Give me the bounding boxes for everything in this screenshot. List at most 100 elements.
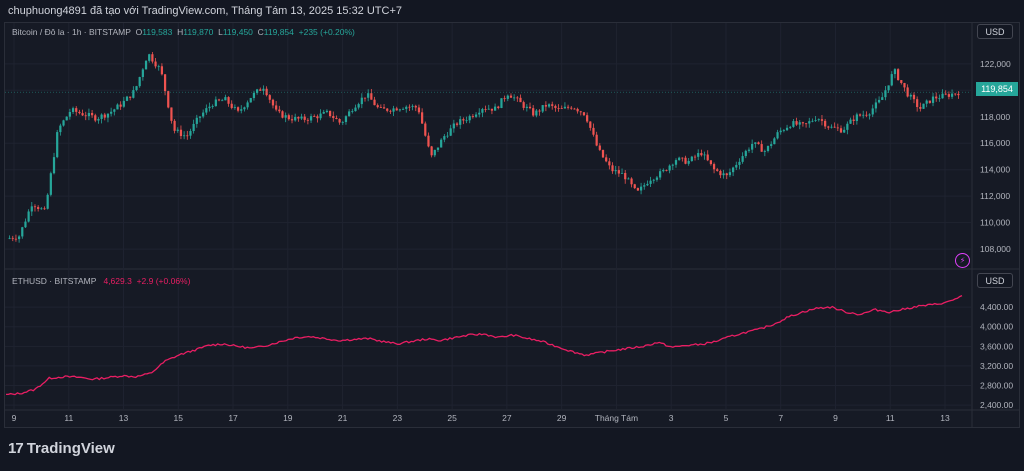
btc-candle-body: [37, 207, 40, 209]
btc-candle-body: [255, 89, 259, 93]
x-tick-label: 11: [886, 413, 895, 423]
lightning-icon[interactable]: ⚡: [955, 253, 970, 268]
btc-candle-body: [236, 107, 240, 111]
x-tick-label: 29: [557, 413, 567, 423]
btc-candle-body: [877, 99, 881, 103]
btc-candle-body: [528, 106, 532, 109]
btc-candle-body: [916, 99, 919, 108]
x-tick-label: 3: [669, 413, 674, 423]
btc-candle-body: [760, 144, 763, 152]
btc-candle-body: [325, 110, 329, 112]
btc-candle-body: [925, 100, 928, 104]
btc-candle-body: [411, 105, 414, 107]
btc-candle-body: [405, 106, 408, 109]
tradingview-logo[interactable]: 17 TradingView: [8, 440, 115, 457]
btc-candle-body: [90, 112, 94, 116]
x-tick-label: 9: [833, 413, 838, 423]
btc-candle-body: [468, 116, 471, 121]
btc-candle-body: [173, 120, 176, 131]
btc-candle-body: [110, 111, 113, 114]
btc-candle-body: [874, 102, 878, 109]
btc-candle-body: [271, 99, 275, 106]
btc-candle-body: [659, 171, 662, 178]
btc-candle-body: [652, 179, 655, 181]
btc-candle-body: [881, 97, 884, 100]
x-tick-label: 13: [119, 413, 129, 423]
btc-candle-body: [414, 105, 417, 108]
btc-candle-body: [719, 170, 722, 176]
btc-candle-body: [487, 108, 490, 110]
btc-candle-body: [766, 145, 770, 151]
btc-candle-body: [189, 131, 192, 136]
btc-candle-body: [49, 173, 52, 195]
btc-candle-body: [693, 156, 697, 158]
btc-candle-body: [290, 119, 294, 121]
btc-candle-body: [440, 139, 443, 148]
btc-candle-body: [246, 102, 249, 108]
btc-candle-body: [785, 127, 789, 131]
btc-candle-body: [306, 119, 309, 121]
btc-open: 119,583: [142, 27, 173, 37]
btc-candle-body: [227, 97, 230, 104]
btc-candle-body: [65, 116, 68, 121]
btc-candle-body: [839, 128, 843, 133]
btc-candle-body: [519, 97, 522, 103]
btc-high: 119,870: [183, 27, 214, 37]
btc-candle-body: [449, 128, 452, 136]
btc-candle-body: [681, 157, 684, 159]
btc-candle-body: [379, 107, 382, 108]
btc-candle-body: [858, 114, 862, 116]
btc-candle-body: [116, 104, 119, 110]
btc-candle-body: [843, 129, 846, 133]
btc-candle-body: [319, 113, 322, 119]
btc-candle-body: [500, 98, 503, 108]
btc-candle-body: [119, 104, 122, 107]
btc-candle-body: [341, 121, 344, 123]
btc-candle-body: [30, 206, 33, 212]
btc-candle-body: [738, 161, 741, 165]
btc-candle-body: [392, 108, 395, 112]
eth-y-tick-label: 2,400.00: [980, 400, 1013, 410]
btc-candle-body: [516, 97, 519, 99]
btc-candle-body: [132, 90, 135, 98]
btc-candle-body: [401, 108, 405, 110]
btc-candle-body: [744, 150, 747, 157]
btc-candle-body: [557, 108, 560, 109]
btc-candle-body: [141, 69, 144, 78]
btc-candle-body: [646, 183, 649, 186]
btc-y-tick-label: 108,000: [980, 244, 1011, 254]
btc-currency-button[interactable]: USD: [977, 24, 1013, 39]
eth-symbol: ETHUSD · BITSTAMP: [12, 276, 97, 286]
btc-candle-body: [398, 109, 402, 111]
btc-candle-body: [167, 91, 170, 108]
chart-attribution-header: chuphuong4891 đã tạo với TradingView.com…: [0, 0, 1024, 22]
btc-legend: Bitcoin / Đô la · 1h · BITSTAMP O119,583…: [12, 27, 355, 37]
eth-legend: ETHUSD · BITSTAMP 4,629.3 +2.9 (+0.06%): [12, 276, 190, 286]
btc-candle-body: [40, 208, 43, 210]
btc-candle-body: [221, 100, 224, 102]
btc-candle-body: [144, 60, 148, 70]
btc-candle-body: [183, 135, 186, 137]
footer: [0, 428, 1024, 471]
btc-candle-body: [417, 107, 421, 113]
btc-candle-body: [357, 104, 360, 108]
btc-candle-body: [830, 126, 833, 128]
btc-low-label: L: [218, 27, 223, 37]
btc-candle-body: [224, 97, 227, 101]
btc-candle-body: [24, 221, 27, 228]
btc-candle-body: [919, 107, 922, 109]
btc-candle-body: [360, 97, 363, 105]
btc-candle-body: [303, 116, 306, 120]
btc-high-label: H: [177, 27, 184, 37]
btc-candle-body: [592, 127, 595, 135]
btc-candle-body: [884, 90, 887, 98]
btc-candle-body: [722, 173, 725, 176]
eth-currency-button[interactable]: USD: [977, 273, 1013, 288]
btc-candles: [8, 52, 960, 243]
btc-candle-body: [268, 95, 271, 100]
btc-candle-body: [532, 108, 535, 116]
btc-candle-body: [700, 153, 703, 156]
btc-candle-body: [490, 108, 494, 111]
btc-candle-body: [198, 116, 202, 118]
